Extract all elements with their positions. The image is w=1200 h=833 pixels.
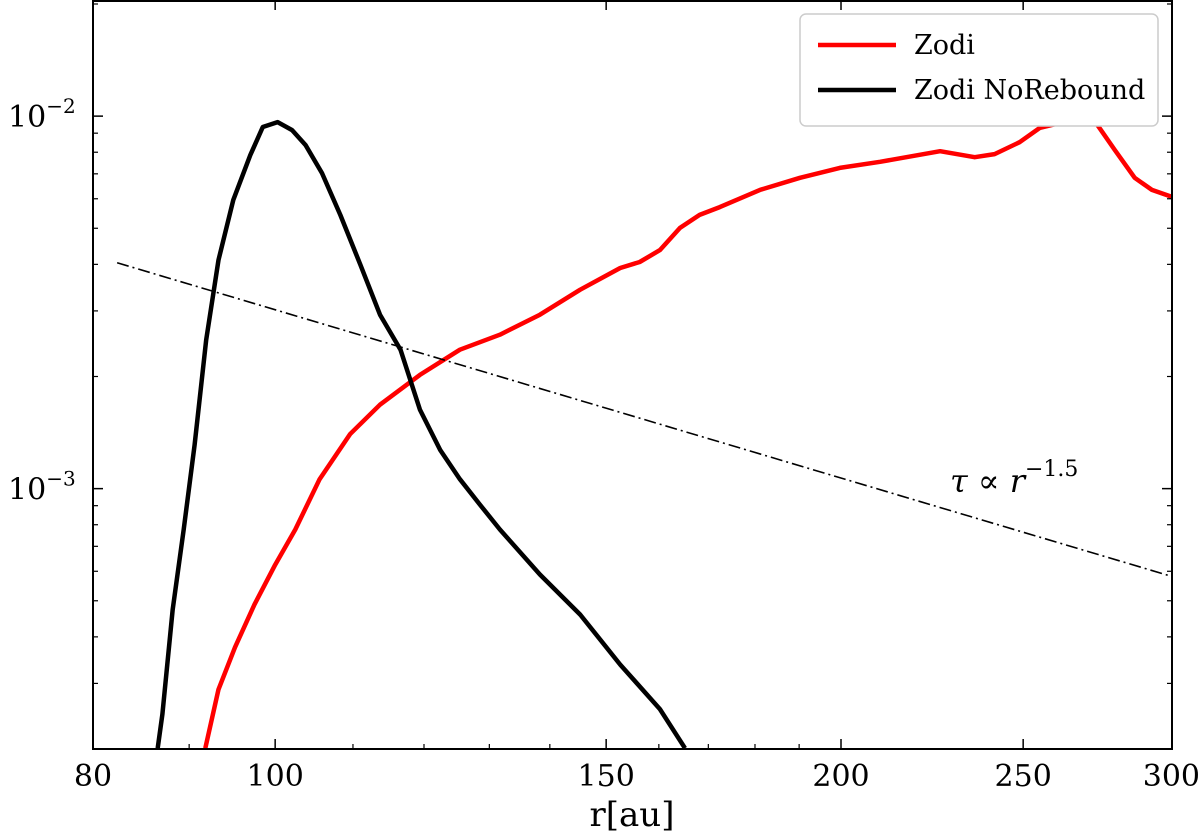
legend-label-zodi-norebound: Zodi NoRebound xyxy=(914,75,1145,106)
plot-area: 80 100 150 200 250 300 10−3 10−2 xyxy=(8,0,1200,794)
x-tick-label: 250 xyxy=(995,759,1052,794)
series-line-zodi-norebound xyxy=(155,119,687,749)
x-tick-label: 100 xyxy=(247,759,304,794)
series-line-zodi xyxy=(203,118,1172,749)
x-axis-label: r[au] xyxy=(590,795,675,833)
reference-line-power-law xyxy=(116,261,1173,578)
y-tick-label: 10−2 xyxy=(8,94,76,135)
x-tick-label: 300 xyxy=(1143,759,1200,794)
x-tick-label: 80 xyxy=(74,759,112,794)
y-tick-label: 10−3 xyxy=(8,467,76,508)
x-tick-label: 150 xyxy=(578,759,635,794)
plot-frame xyxy=(92,0,1173,750)
legend-label-zodi: Zodi xyxy=(914,30,975,61)
annotation-exponent: −1.5 xyxy=(1025,457,1078,482)
legend: Zodi Zodi NoRebound xyxy=(799,13,1159,127)
x-tick-label: 200 xyxy=(812,759,869,794)
annotation: τ ∝ r−1.5 xyxy=(950,457,1078,500)
